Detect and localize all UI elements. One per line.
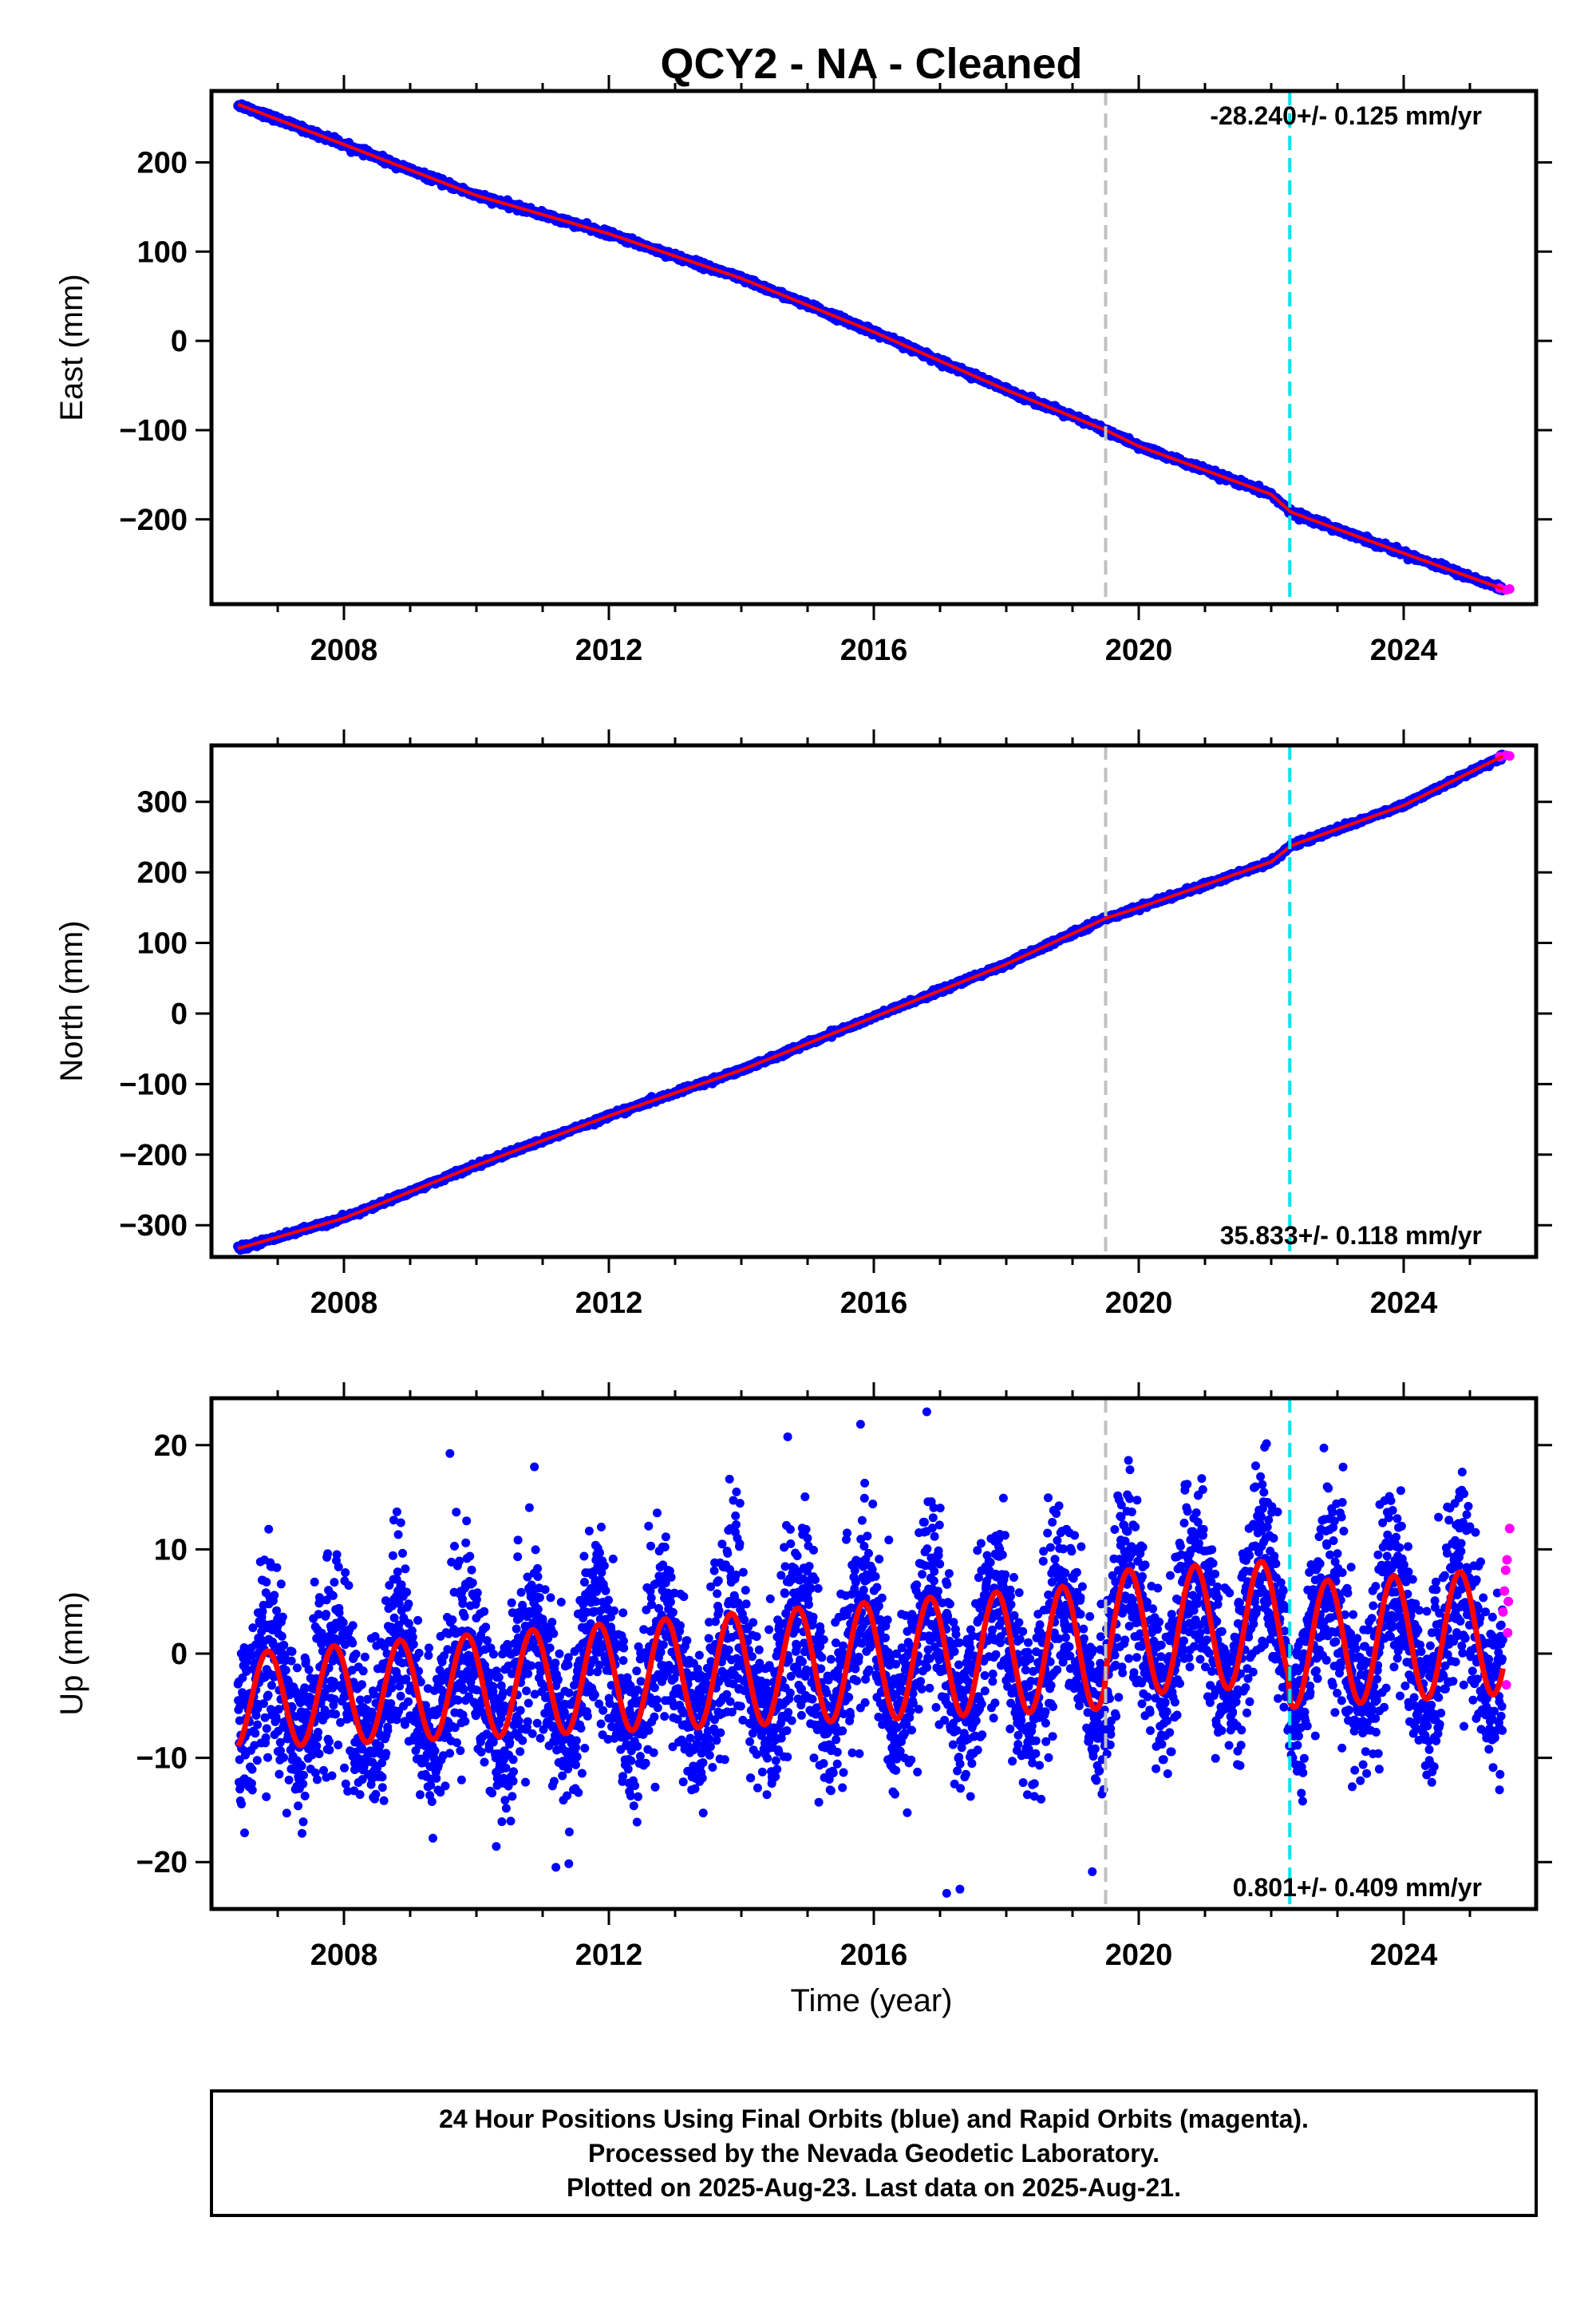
north-panel: 2008 2012 2016 2020 20243002001000−100−200−3…: [54, 729, 1552, 1320]
figure-title: QCY2 - NA - Cleaned: [660, 40, 1082, 88]
y-tick-label: 100: [137, 235, 188, 269]
plot-area: [233, 749, 1515, 1255]
data-point: [1504, 583, 1515, 594]
y-tick-label: 0: [171, 325, 188, 358]
y-tick-label: 200: [137, 146, 188, 180]
plot-area: [233, 99, 1515, 595]
y-tick-label: −200: [119, 504, 188, 537]
x-tick-label: 2020: [1105, 634, 1173, 667]
east-panel: 2008 2012 2016 2020 2024 200 100 0 −100 −200 East …: [54, 75, 1552, 667]
y-axis-label: East (mm): [54, 274, 89, 421]
x-tick-label: 2024: [1370, 634, 1438, 667]
rate-label: -28.240+/- 0.125 mm/yr: [1210, 101, 1482, 130]
x-tick-label: 2008: [310, 634, 378, 667]
final-orbit-points: [233, 749, 1507, 1255]
x-tick-label: 2012: [575, 634, 643, 667]
x-tick-label: 2016: [840, 634, 908, 667]
y-tick-label: −100: [119, 414, 188, 448]
model-fit-line: [237, 102, 1504, 591]
